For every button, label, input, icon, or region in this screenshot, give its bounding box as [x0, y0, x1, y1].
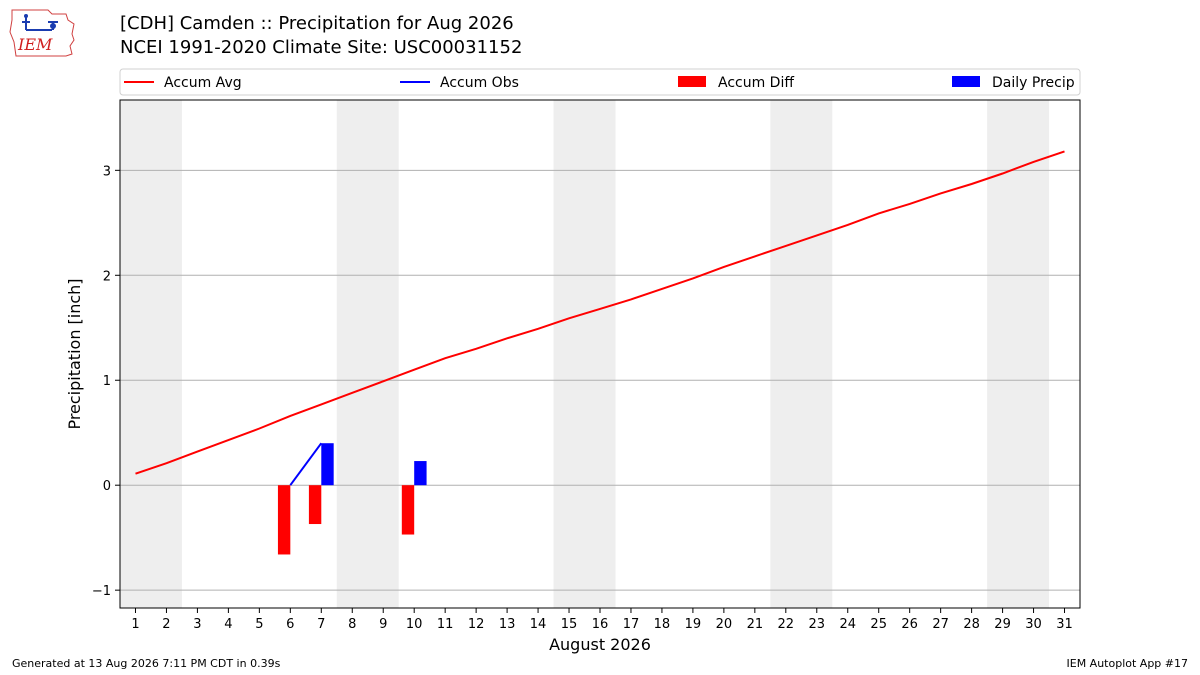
- x-tick-label: 4: [224, 617, 232, 632]
- x-tick-label: 25: [870, 617, 887, 632]
- x-tick-label: 29: [994, 617, 1011, 632]
- x-tick-label: 1: [131, 617, 139, 632]
- x-tick-label: 24: [839, 617, 856, 632]
- daily-precip-bar: [414, 461, 427, 486]
- y-tick-label: 2: [103, 269, 111, 284]
- legend-label: Accum Avg: [164, 75, 242, 91]
- x-tick-label: 16: [592, 617, 609, 632]
- y-tick-label: 1: [103, 374, 111, 389]
- x-axis-label: August 2026: [549, 635, 651, 654]
- legend-label: Accum Diff: [718, 75, 794, 91]
- accum-avg-line: [135, 150, 1065, 475]
- weekend-shade: [336, 100, 399, 608]
- x-tick-label: 9: [379, 617, 387, 632]
- x-tick-label: 7: [317, 617, 325, 632]
- y-axis-label: Precipitation [inch]: [65, 278, 84, 429]
- x-tick-label: 2: [162, 617, 170, 632]
- weekend-shade: [553, 100, 616, 608]
- x-tick-label: 28: [963, 617, 980, 632]
- x-tick-label: 15: [561, 617, 578, 632]
- daily-precip-bar: [321, 443, 334, 486]
- x-tick-label: 3: [193, 617, 201, 632]
- weekend-shade: [987, 100, 1050, 608]
- logo-text: IEM: [17, 35, 53, 54]
- legend-swatch-bar: [678, 76, 706, 87]
- x-tick-label: 12: [468, 617, 485, 632]
- chart-title: [CDH] Camden :: Precipitation for Aug 20…: [120, 13, 514, 34]
- x-tick-label: 20: [716, 617, 733, 632]
- x-tick-label: 13: [499, 617, 516, 632]
- x-tick-label: 26: [901, 617, 918, 632]
- app-credit: IEM Autoplot App #17: [1066, 657, 1189, 670]
- accum-obs-line: [289, 442, 323, 486]
- weekend-shade: [770, 100, 833, 608]
- x-tick-label: 22: [778, 617, 795, 632]
- x-tick-label: 30: [1025, 617, 1042, 632]
- y-tick-label: 3: [103, 164, 111, 179]
- y-tick-label: −1: [92, 584, 111, 599]
- x-tick-label: 6: [286, 617, 294, 632]
- x-tick-label: 11: [437, 617, 454, 632]
- x-tick-label: 21: [747, 617, 764, 632]
- x-tick-label: 17: [623, 617, 640, 632]
- x-tick-label: 14: [530, 617, 547, 632]
- x-tick-label: 8: [348, 617, 356, 632]
- accum-diff-bar: [277, 485, 291, 555]
- x-tick-label: 5: [255, 617, 263, 632]
- x-tick-label: 23: [809, 617, 826, 632]
- x-tick-label: 10: [406, 617, 423, 632]
- legend-box: [119, 68, 1081, 96]
- x-tick-label: 19: [685, 617, 702, 632]
- x-tick-label: 27: [932, 617, 949, 632]
- iem-logo-icon: IEM: [9, 9, 75, 57]
- chart-subtitle: NCEI 1991-2020 Climate Site: USC00031152: [120, 37, 523, 58]
- generated-note: Generated at 13 Aug 2026 7:11 PM CDT in …: [12, 657, 281, 670]
- legend-label: Accum Obs: [440, 75, 519, 91]
- legend-label: Daily Precip: [992, 75, 1075, 91]
- y-tick-label: 0: [103, 479, 111, 494]
- x-tick-label: 18: [654, 617, 671, 632]
- accum-diff-bar: [308, 485, 322, 525]
- accum-diff-bar: [401, 485, 415, 535]
- x-tick-label: 31: [1056, 617, 1073, 632]
- plot-frame: [119, 99, 1081, 609]
- weekend-shade: [120, 100, 182, 608]
- legend-swatch-bar: [952, 76, 980, 87]
- legend: Accum Avg Accum Obs Accum Diff Daily Precip: [119, 68, 1081, 96]
